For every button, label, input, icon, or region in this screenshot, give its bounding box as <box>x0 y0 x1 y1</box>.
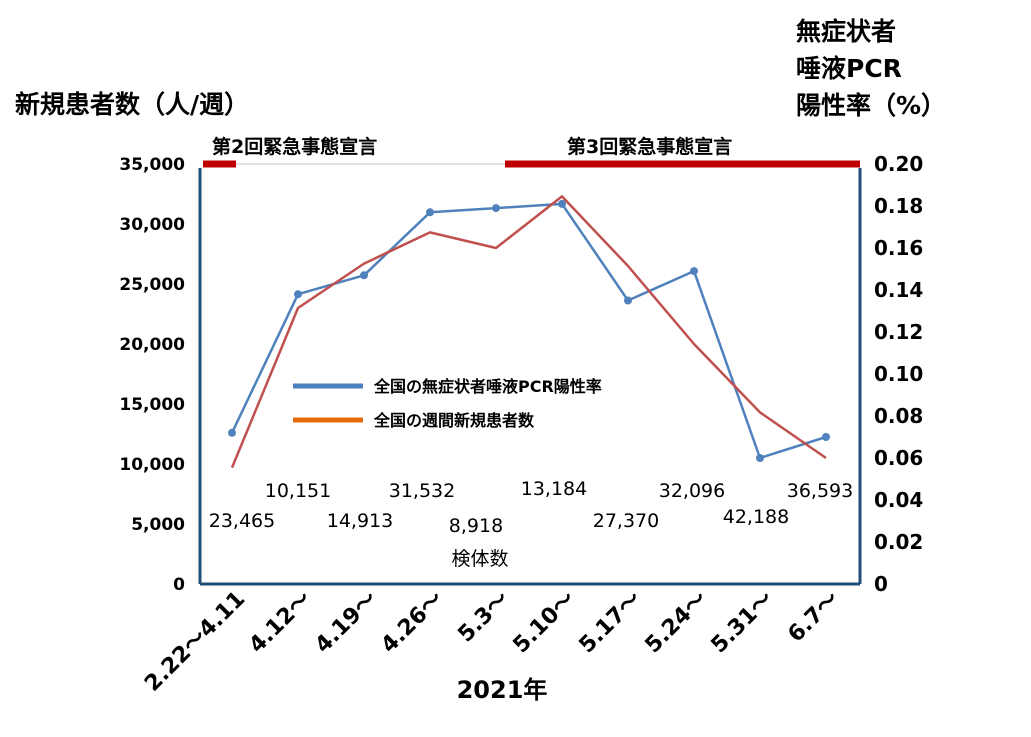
sample-count-label: 31,532 <box>389 480 455 502</box>
right-tick-label: 0.16 <box>874 236 923 260</box>
positivity-rate-point <box>558 199 566 208</box>
right-tick-label: 0.20 <box>874 152 923 176</box>
right-tick-label: 0.04 <box>874 488 923 512</box>
left-tick-label: 20,000 <box>119 335 185 355</box>
right-tick-label: 0.10 <box>874 362 923 386</box>
x-tick-label: 2.22～4.11 <box>140 587 250 697</box>
left-axis-title: 新規患者数（人/週） <box>15 90 249 119</box>
right-axis-title-line-3: 陽性率（%） <box>796 91 946 120</box>
left-tick-label: 25,000 <box>119 275 185 295</box>
x-tick-label: 5.10～ <box>509 587 581 659</box>
positivity-rate-point <box>624 296 632 305</box>
legend-label-cases: 全国の週間新規患者数 <box>373 411 535 430</box>
sample-count-label: 13,184 <box>521 478 587 500</box>
sample-count-title: 検体数 <box>451 548 508 570</box>
weekly-cases-line <box>230 195 827 469</box>
right-tick-label: 0 <box>874 572 888 596</box>
positivity-rate-point <box>822 433 830 441</box>
x-tick-label: 4.19～ <box>311 587 383 659</box>
positivity-rate-point <box>426 208 434 217</box>
right-tick-label: 0.14 <box>874 278 923 302</box>
positivity-rate-point <box>360 271 368 280</box>
positivity-rate-point <box>294 290 302 299</box>
positivity-rate-point <box>756 454 764 462</box>
right-tick-label: 0.08 <box>874 404 923 428</box>
sample-count-label: 42,188 <box>723 506 789 528</box>
right-axis-title-line-1: 無症状者 <box>796 17 896 46</box>
sample-count-label: 14,913 <box>327 510 393 532</box>
right-tick-label: 0.02 <box>874 530 923 554</box>
sample-count-label: 32,096 <box>659 480 725 502</box>
x-tick-label: 5.24～ <box>641 587 713 659</box>
emergency-label-2: 第2回緊急事態宣言 <box>212 135 377 158</box>
positivity-rate-point <box>690 267 698 276</box>
left-tick-label: 0 <box>173 575 185 595</box>
x-tick-label: 6.7～ <box>783 587 844 648</box>
legend-label-positivity: 全国の無症状者唾液PCR陽性率 <box>373 377 602 396</box>
right-tick-label: 0.06 <box>874 446 923 470</box>
sample-count-label: 10,151 <box>265 480 331 502</box>
right-tick-label: 0.18 <box>874 194 923 218</box>
right-axis-title-line-2: 唾液PCR <box>796 54 902 83</box>
left-tick-label: 10,000 <box>119 455 185 475</box>
sample-count-label: 8,918 <box>449 515 503 537</box>
x-tick-label: 4.12～ <box>245 587 317 659</box>
sample-count-label: 27,370 <box>593 510 659 532</box>
x-axis-title: 2021年 <box>457 676 548 704</box>
right-tick-label: 0.12 <box>874 320 923 344</box>
x-tick-label: 5.3～ <box>453 587 514 648</box>
left-tick-label: 15,000 <box>119 395 185 415</box>
left-tick-label: 35,000 <box>119 155 185 175</box>
emergency-label-3: 第3回緊急事態宣言 <box>567 135 732 158</box>
sample-count-label: 23,465 <box>209 510 275 532</box>
left-tick-label: 30,000 <box>119 215 185 235</box>
x-tick-label: 5.31～ <box>707 587 779 659</box>
x-tick-label: 5.17～ <box>575 587 647 659</box>
x-tick-label: 4.26～ <box>377 587 449 659</box>
positivity-rate-point <box>228 428 236 437</box>
sample-count-label: 36,593 <box>787 480 853 502</box>
left-tick-label: 5,000 <box>131 515 185 535</box>
positivity-rate-point <box>492 204 500 213</box>
